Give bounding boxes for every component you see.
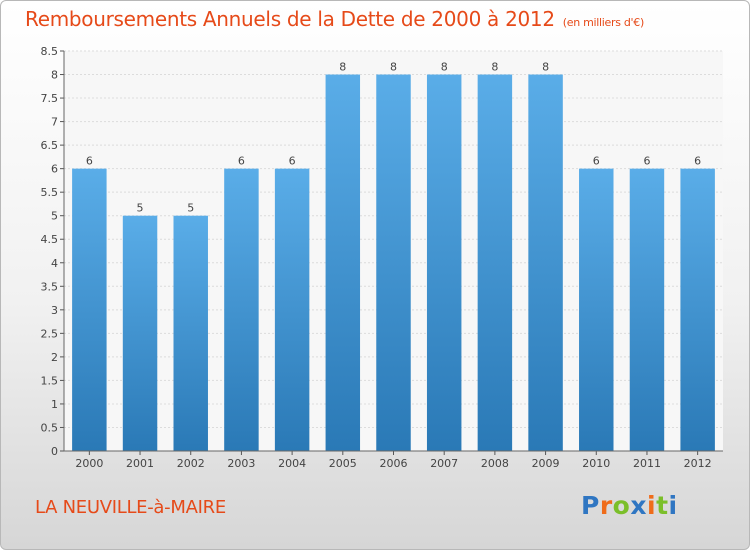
bar	[579, 168, 614, 451]
proxiti-logo: Proxiti	[581, 491, 678, 520]
data-label: 6	[643, 155, 650, 168]
x-tick-label: 2008	[481, 457, 509, 470]
y-tick-label: 4	[51, 257, 58, 270]
bar	[325, 74, 361, 451]
data-label: 6	[289, 155, 296, 168]
logo-letter: o	[612, 491, 631, 520]
y-tick-label: 6	[51, 163, 58, 176]
logo-letter: t	[656, 491, 669, 520]
x-tick-label: 2001	[126, 457, 154, 470]
bar	[72, 168, 107, 451]
data-label: 6	[238, 155, 245, 168]
data-label: 8	[390, 61, 397, 74]
bar	[629, 168, 665, 451]
y-tick-label: 7	[51, 116, 58, 129]
y-tick-label: 6.5	[41, 139, 59, 152]
y-tick-label: 3	[51, 304, 58, 317]
data-label: 8	[441, 61, 448, 74]
commune-name: LA NEUVILLE-à-MAIRE	[35, 497, 226, 518]
bar	[122, 215, 158, 451]
y-tick-label: 8	[51, 69, 58, 82]
y-tick-label: 1	[51, 398, 58, 411]
data-label: 8	[542, 61, 549, 74]
y-tick-label: 7.5	[41, 92, 59, 105]
logo-letter: r	[599, 491, 613, 520]
axes	[60, 50, 723, 455]
bar	[376, 74, 411, 451]
y-tick-label: 8.5	[41, 45, 59, 58]
y-tick-label: 2.5	[41, 327, 59, 340]
data-label: 5	[137, 202, 144, 215]
bar	[680, 168, 715, 451]
y-tick-label: 2	[51, 351, 58, 364]
y-tick-label: 0.5	[41, 421, 59, 434]
data-label: 6	[694, 155, 701, 168]
x-tick-label: 2010	[582, 457, 610, 470]
x-tick-label: 2009	[532, 457, 560, 470]
chart-title: Remboursements Annuels de la Dette de 20…	[25, 7, 644, 31]
labels: 0 0.5 1 1.5 2 2.5 3 3.5 4 4.5 5 5.5 6 6.5 7 7.5 8 8.5 6 200…	[41, 45, 712, 470]
x-tick-label: 2004	[278, 457, 306, 470]
chart-subtitle: (en milliers d'€)	[562, 16, 644, 29]
data-label: 8	[491, 61, 498, 74]
y-tick-label: 5.5	[41, 186, 59, 199]
x-tick-label: 2011	[633, 457, 661, 470]
x-tick-label: 2007	[430, 457, 458, 470]
logo-letter: i	[668, 491, 678, 520]
x-tick-label: 2002	[177, 457, 205, 470]
bar	[477, 74, 513, 451]
data-label: 6	[86, 155, 93, 168]
y-tick-label: 5	[51, 210, 58, 223]
bar	[173, 215, 208, 451]
x-tick-label: 2006	[380, 457, 408, 470]
logo-letter: i	[647, 491, 657, 520]
bar	[528, 74, 563, 451]
x-tick-label: 2000	[75, 457, 103, 470]
x-tick-label: 2012	[684, 457, 712, 470]
y-tick-label: 1.5	[41, 374, 59, 387]
bars	[72, 74, 715, 451]
bar	[426, 74, 462, 451]
data-label: 6	[593, 155, 600, 168]
y-tick-label: 3.5	[41, 280, 59, 293]
y-tick-label: 4.5	[41, 233, 59, 246]
x-tick-label: 2005	[329, 457, 357, 470]
logo-letter: P	[581, 491, 600, 520]
data-label: 8	[339, 61, 346, 74]
bar	[274, 168, 310, 451]
y-tick-label: 0	[51, 445, 58, 458]
logo-letter: x	[630, 491, 647, 520]
x-tick-label: 2003	[227, 457, 255, 470]
chart-title-text: Remboursements Annuels de la Dette de 20…	[25, 7, 555, 31]
bar	[224, 168, 259, 451]
data-label: 5	[187, 202, 194, 215]
